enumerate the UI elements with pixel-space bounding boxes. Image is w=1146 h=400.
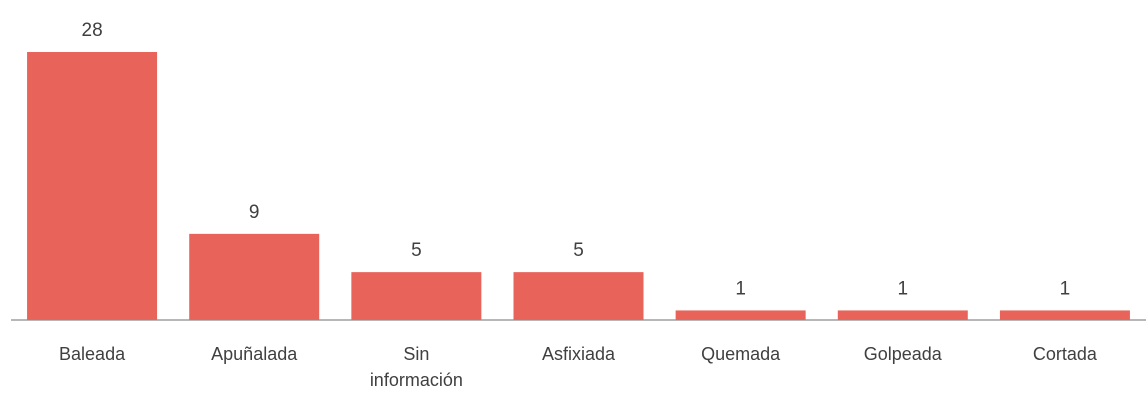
value-label: 9 (249, 202, 260, 223)
bar (189, 233, 320, 320)
bar (999, 310, 1130, 320)
value-label: 1 (735, 278, 746, 299)
bar (351, 272, 482, 320)
x-tick-label: Quemada (701, 344, 781, 364)
value-label: 1 (897, 278, 908, 299)
x-tick-label: Cortada (1032, 344, 1097, 364)
bar (27, 52, 158, 320)
x-tick-label: Baleada (59, 344, 126, 364)
bar (837, 310, 968, 320)
x-tick-label: Golpeada (863, 344, 942, 364)
value-label: 1 (1060, 278, 1071, 299)
value-label: 5 (573, 240, 584, 261)
value-label: 28 (82, 20, 103, 41)
x-tick-label: Sin información (369, 344, 463, 390)
bar (675, 310, 806, 320)
x-tick-label: Apuñalada (211, 344, 298, 364)
value-label: 5 (411, 240, 422, 261)
bar (513, 272, 644, 320)
x-tick-label: Asfixiada (541, 344, 616, 364)
